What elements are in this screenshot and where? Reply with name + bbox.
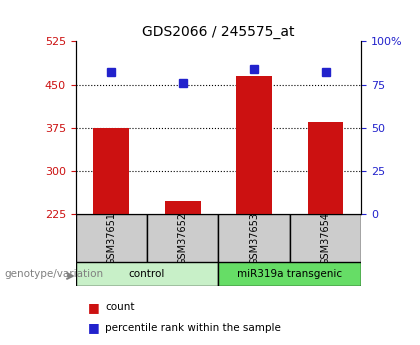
Text: genotype/variation: genotype/variation — [4, 269, 103, 279]
FancyBboxPatch shape — [147, 214, 218, 262]
Text: control: control — [129, 269, 165, 279]
Text: GSM37654: GSM37654 — [320, 211, 331, 265]
FancyBboxPatch shape — [290, 214, 361, 262]
Bar — [308, 122, 344, 214]
Text: ■: ■ — [88, 300, 100, 314]
Text: ■: ■ — [88, 321, 100, 334]
FancyBboxPatch shape — [76, 214, 147, 262]
Text: count: count — [105, 302, 134, 312]
Title: GDS2066 / 245575_at: GDS2066 / 245575_at — [142, 25, 295, 39]
Bar — [93, 128, 129, 214]
Text: percentile rank within the sample: percentile rank within the sample — [105, 323, 281, 333]
Text: GSM37652: GSM37652 — [178, 211, 188, 265]
FancyBboxPatch shape — [218, 262, 361, 286]
Text: miR319a transgenic: miR319a transgenic — [237, 269, 342, 279]
FancyBboxPatch shape — [76, 262, 218, 286]
Text: GSM37651: GSM37651 — [106, 211, 116, 265]
Bar — [165, 201, 201, 214]
Bar — [236, 76, 272, 214]
Text: GSM37653: GSM37653 — [249, 211, 259, 265]
FancyBboxPatch shape — [218, 214, 290, 262]
